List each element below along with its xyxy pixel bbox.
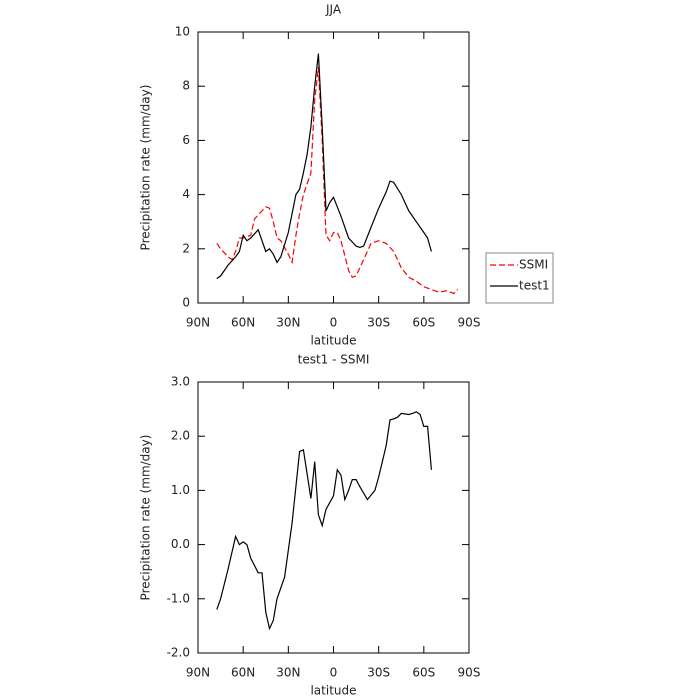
chart-title: test1 - SSMI	[298, 353, 370, 367]
legend-label: SSMI	[519, 258, 548, 272]
y-tick-label: 4	[182, 187, 190, 201]
y-tick-label: 0	[182, 296, 190, 310]
y-axis-label: Precipitation rate (mm/day)	[139, 435, 153, 601]
x-axis-label: latitude	[310, 334, 356, 348]
data-line	[216, 53, 432, 280]
y-tick-label: 3.0	[171, 375, 190, 389]
plot-frame	[197, 381, 470, 654]
x-tick-label: 60N	[231, 316, 255, 330]
chart-title: JJA	[325, 3, 342, 17]
legend-label: test1	[519, 279, 550, 293]
y-tick-label: -1.0	[167, 591, 190, 605]
x-tick-label: 60N	[231, 666, 255, 680]
x-tick-label: 30S	[367, 666, 390, 680]
x-axis-label: latitude	[310, 684, 356, 698]
plot-frame	[197, 31, 470, 304]
y-axis-label: Precipitation rate (mm/day)	[139, 85, 153, 251]
y-tick-label: 2.0	[171, 429, 190, 443]
x-tick-label: 30S	[367, 316, 390, 330]
data-line	[216, 67, 459, 295]
x-tick-label: 90N	[186, 316, 210, 330]
legend-box	[485, 252, 554, 304]
x-tick-label: 90S	[458, 316, 481, 330]
y-tick-label: -2.0	[167, 646, 190, 660]
x-tick-label: 60S	[412, 316, 435, 330]
data-line	[216, 411, 432, 631]
x-tick-label: 0	[330, 316, 338, 330]
x-tick-label: 90S	[458, 666, 481, 680]
y-tick-label: 0.0	[171, 537, 190, 551]
y-tick-label: 8	[182, 79, 190, 93]
x-tick-label: 90N	[186, 666, 210, 680]
y-tick-label: 10	[175, 25, 190, 39]
x-tick-label: 60S	[412, 666, 435, 680]
x-tick-label: 30N	[276, 316, 300, 330]
x-tick-label: 0	[330, 666, 338, 680]
y-tick-label: 6	[182, 133, 190, 147]
x-tick-label: 30N	[276, 666, 300, 680]
y-tick-label: 2	[182, 241, 190, 255]
y-tick-label: 1.0	[171, 483, 190, 497]
